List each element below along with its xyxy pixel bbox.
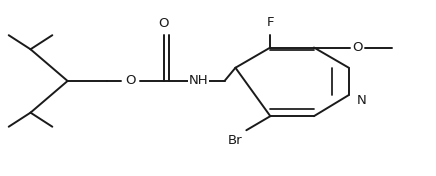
- Text: Br: Br: [228, 134, 243, 147]
- Text: O: O: [126, 74, 136, 87]
- Text: F: F: [266, 16, 274, 29]
- Text: N: N: [357, 94, 367, 107]
- Text: O: O: [352, 41, 363, 54]
- Text: NH: NH: [188, 74, 208, 87]
- Text: O: O: [158, 17, 169, 30]
